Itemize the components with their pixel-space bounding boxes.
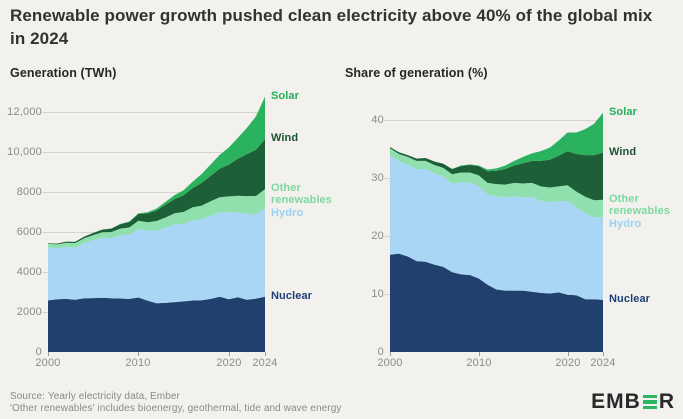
series-label-solar: Solar xyxy=(609,106,638,118)
area-wind xyxy=(48,139,265,245)
y-axis-tick-label: 20 xyxy=(371,230,384,242)
series-label-solar: Solar xyxy=(271,90,300,102)
y-axis-tick-label: 2000 xyxy=(16,306,42,318)
y-axis-tick-label: 40 xyxy=(371,114,384,126)
area-other-renewables xyxy=(48,189,265,249)
area-nuclear xyxy=(390,253,603,352)
gridline xyxy=(42,112,265,113)
gridline xyxy=(384,120,603,121)
area-solar xyxy=(390,112,603,172)
area-other-renewables xyxy=(390,148,603,218)
plot-area xyxy=(48,96,265,352)
x-axis-tick xyxy=(568,352,569,356)
y-axis-tick-label: 6000 xyxy=(16,226,42,238)
x-axis-tick xyxy=(603,352,604,356)
x-axis-tick xyxy=(479,352,480,356)
series-label-wind: Wind xyxy=(609,146,637,158)
gridline xyxy=(42,192,265,193)
x-axis-tick-label: 2010 xyxy=(125,357,151,369)
area-hydro xyxy=(390,155,603,300)
x-axis-tick xyxy=(48,352,49,356)
y-axis-tick-label: 4000 xyxy=(16,266,42,278)
series-label-hydro: Hydro xyxy=(271,207,304,219)
area-wind xyxy=(390,147,603,201)
x-axis-tick-label: 2010 xyxy=(466,357,492,369)
y-axis-tick-label: 8000 xyxy=(16,186,42,198)
series-label-nuclear: Nuclear xyxy=(609,293,651,305)
x-axis-tick-label: 2000 xyxy=(35,357,61,369)
page-title: Renewable power growth pushed clean elec… xyxy=(10,6,653,48)
ember-logo: EMB R xyxy=(591,390,675,414)
source-text: Source: Yearly electricity data, Ember xyxy=(10,391,180,402)
ember-logo-e-icon xyxy=(642,394,657,410)
footnote-text: 'Other renewables' includes bioenergy, g… xyxy=(10,403,342,414)
x-axis-tick xyxy=(390,352,391,356)
x-axis-tick-label: 2024 xyxy=(590,357,616,369)
x-axis-tick-label: 2024 xyxy=(252,357,278,369)
area-nuclear xyxy=(48,296,265,352)
ember-logo-suffix: R xyxy=(658,390,675,413)
y-axis-tick-label: 0 xyxy=(377,346,384,358)
series-label-nuclear: Nuclear xyxy=(271,290,313,302)
series-label-wind: Wind xyxy=(271,132,299,144)
gridline xyxy=(42,152,265,153)
y-axis-tick-label: 0 xyxy=(35,346,42,358)
ember-logo-prefix: EMB xyxy=(591,390,641,413)
plot-area xyxy=(390,112,603,352)
y-axis-tick-label: 10 xyxy=(371,288,384,300)
x-axis-tick-label: 2020 xyxy=(555,357,581,369)
y-axis-tick-label: 30 xyxy=(371,172,384,184)
x-axis-tick-label: 2000 xyxy=(377,357,403,369)
x-axis-tick xyxy=(138,352,139,356)
area-hydro xyxy=(48,208,265,304)
y-axis-tick-label: 12,000 xyxy=(7,106,42,118)
x-axis-tick xyxy=(265,352,266,356)
left-chart-title: Generation (TWh) xyxy=(10,66,117,80)
series-label-other-renewables: Other renewables xyxy=(271,182,332,206)
right-chart-title: Share of generation (%) xyxy=(345,66,488,80)
x-axis-tick-label: 2020 xyxy=(216,357,242,369)
series-label-other-renewables: Other renewables xyxy=(609,193,670,217)
series-label-hydro: Hydro xyxy=(609,218,642,230)
x-axis-tick xyxy=(229,352,230,356)
y-axis-tick-label: 10,000 xyxy=(7,146,42,158)
